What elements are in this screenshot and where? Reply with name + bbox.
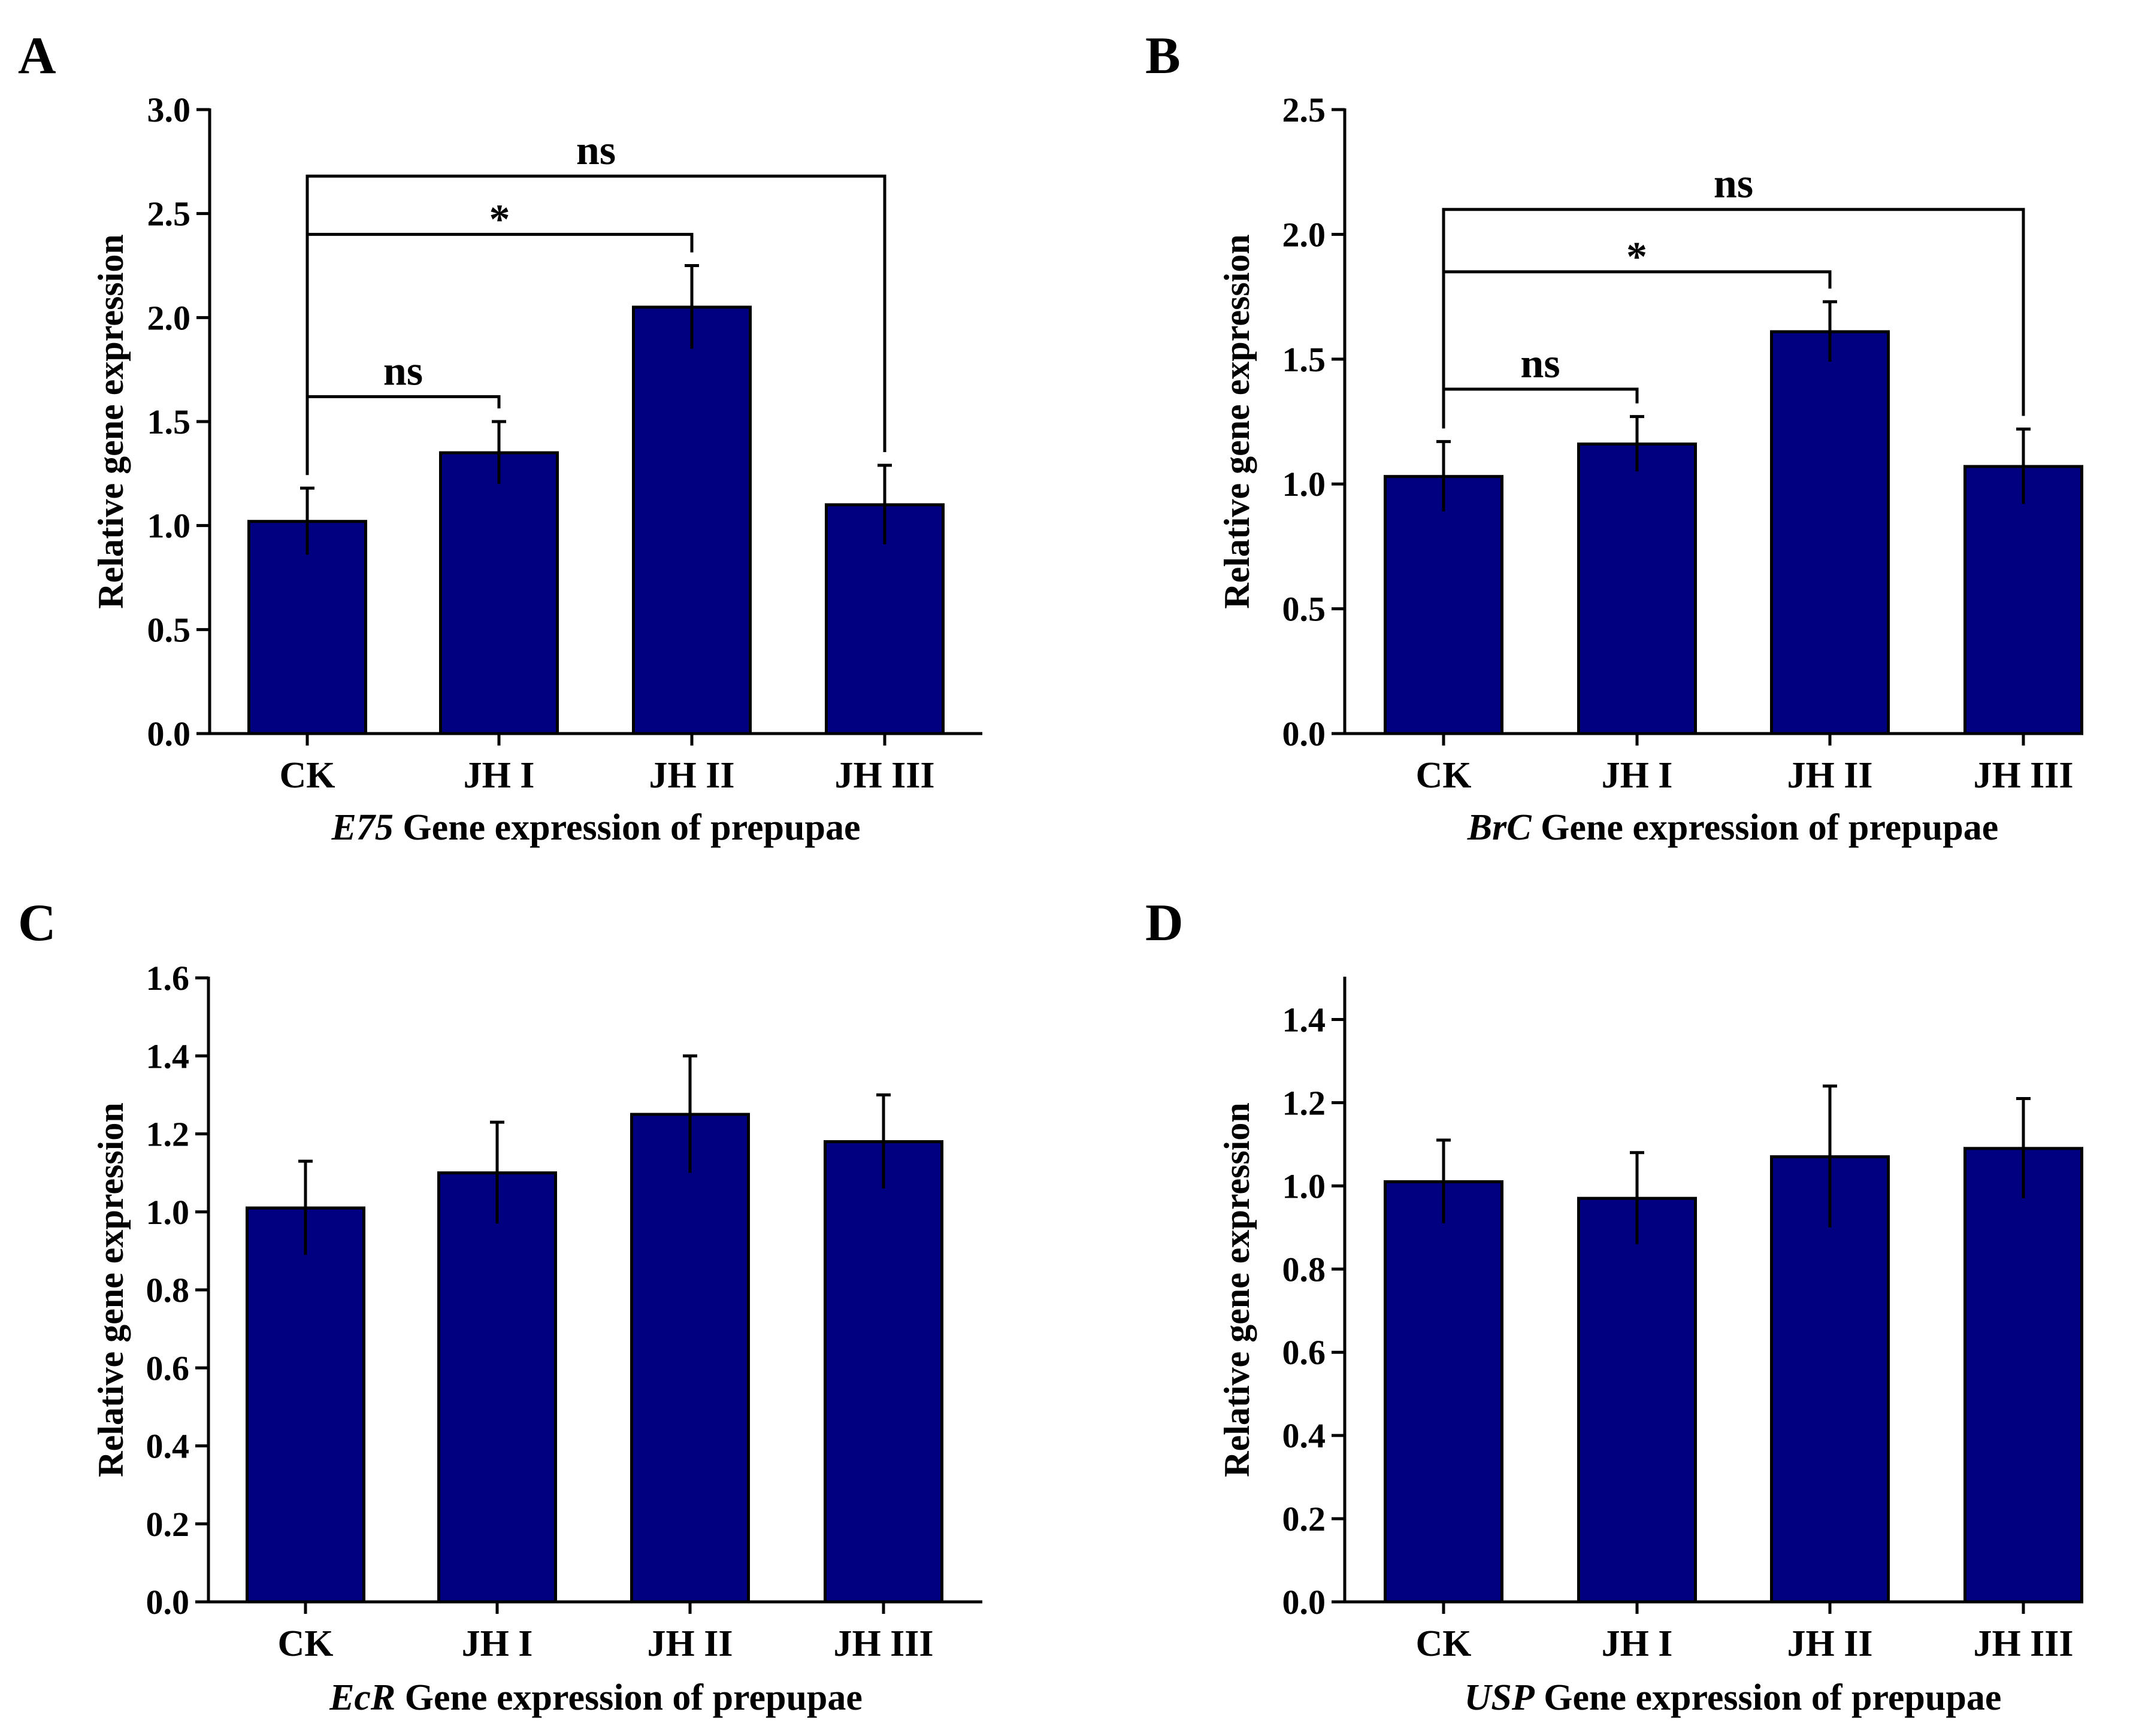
bar-ck — [1384, 475, 1503, 735]
y-tick-label: 0.0 — [146, 1583, 190, 1622]
y-tick-label: 2.5 — [147, 195, 191, 234]
x-axis-label: EcR Gene expression of prepupae — [329, 1677, 863, 1718]
category-label: JH II — [1787, 755, 1873, 796]
y-tick-label: 0.8 — [146, 1271, 190, 1310]
significance-label: * — [489, 196, 510, 243]
bar-jh-iii — [1963, 465, 2083, 735]
y-tick-label: 1.6 — [146, 959, 190, 998]
y-tick-label: 0.0 — [1282, 714, 1326, 753]
x-axis-label-text: Gene expression of prepupae — [1535, 1677, 2002, 1718]
significance-label: ns — [383, 348, 423, 394]
panel-d: D 0.0 0.2 0.4 0.6 0.8 1.0 1.2 1.4 CK JH I JH II JH I… — [1145, 894, 2083, 1718]
significance-label: ns — [1520, 341, 1560, 387]
y-tick-label: 1.4 — [146, 1037, 190, 1075]
bar-jh-ii — [632, 305, 752, 735]
bar-jh-i — [1577, 443, 1697, 735]
y-tick-label: 1.5 — [147, 402, 191, 441]
bar-ck — [1384, 1180, 1503, 1604]
x-axis-label: USP Gene expression of prepupae — [1465, 1677, 2002, 1718]
category-label: JH III — [833, 1623, 933, 1664]
bar-jh-i — [437, 1171, 557, 1604]
y-tick-label: 0.2 — [1282, 1499, 1326, 1538]
x-axis-label-text: Gene expression of prepupae — [395, 1677, 863, 1718]
y-tick-label: 3.0 — [147, 90, 191, 129]
y-tick-label: 0.2 — [146, 1505, 190, 1544]
panel-letter: D — [1145, 894, 1184, 952]
panel-letter: B — [1145, 27, 1181, 85]
y-tick-label: 2.0 — [147, 298, 191, 337]
bar-jh-iii — [1963, 1147, 2083, 1604]
significance-bracket — [1442, 208, 2025, 429]
y-axis-label: Relative gene expression — [91, 1102, 131, 1477]
y-tick-label: 1.0 — [147, 507, 191, 546]
bar-jh-ii — [630, 1113, 750, 1604]
y-tick-label: 0.4 — [146, 1427, 190, 1466]
panel-c: C 0.0 0.2 0.4 0.6 0.8 1.0 1.2 1.4 1.6 CK JH I JH II J… — [18, 894, 982, 1718]
x-axis-label-text: Gene expression of prepupae — [394, 807, 861, 848]
y-tick-label: 0.0 — [1282, 1583, 1326, 1622]
bar-jh-i — [1577, 1196, 1697, 1604]
category-label: JH I — [462, 1623, 533, 1664]
panel-a: A 0.0 0.5 1.0 1.5 2.0 2.5 3.0 CK JH I JH II JH III n… — [18, 27, 982, 848]
x-axis-label-text: Gene expression of prepupae — [1532, 807, 1999, 848]
y-tick-label: 2.5 — [1282, 90, 1326, 129]
panel-letter: A — [18, 27, 56, 85]
category-label: JH III — [834, 755, 934, 796]
category-label: CK — [278, 1623, 334, 1664]
y-tick-label: 0.6 — [1282, 1333, 1326, 1372]
y-tick-label: 2.0 — [1282, 215, 1326, 254]
y-tick-label: 0.5 — [147, 610, 191, 649]
y-tick-label: 0.4 — [1282, 1416, 1326, 1455]
bar-jh-iii — [824, 1140, 943, 1604]
panel-letter: C — [18, 894, 56, 952]
category-label: JH I — [1602, 1623, 1673, 1664]
significance-label: ns — [1714, 161, 1753, 207]
category-label: CK — [1416, 1623, 1472, 1664]
gene-name: E75 — [331, 807, 394, 848]
panel-b: B 0.0 0.5 1.0 1.5 2.0 2.5 CK JH I JH II JH III ns * n… — [1145, 27, 2083, 848]
category-label: JH III — [1973, 1623, 2073, 1664]
x-axis-label: E75 Gene expression of prepupae — [331, 807, 861, 848]
category-label: JH II — [649, 755, 735, 796]
category-label: CK — [1416, 755, 1472, 796]
y-tick-label: 1.4 — [1282, 1000, 1326, 1039]
y-axis-label: Relative gene expression — [1217, 1102, 1257, 1477]
y-tick-label: 1.2 — [1282, 1083, 1326, 1122]
y-tick-label: 1.5 — [1282, 340, 1326, 379]
x-axis-label: BrC Gene expression of prepupae — [1467, 807, 1998, 848]
y-tick-label: 0.5 — [1282, 590, 1326, 629]
y-axis-label: Relative gene expression — [91, 234, 131, 608]
gene-name: EcR — [329, 1677, 395, 1718]
y-tick-label: 1.2 — [146, 1115, 190, 1154]
y-tick-label: 0.0 — [147, 714, 191, 753]
gene-name: BrC — [1467, 807, 1532, 848]
gene-name: USP — [1465, 1677, 1535, 1718]
category-label: JH II — [1787, 1623, 1873, 1664]
category-label: JH I — [464, 755, 535, 796]
y-tick-label: 1.0 — [1282, 1167, 1326, 1205]
bar-ck — [247, 520, 367, 735]
bar-jh-ii — [1770, 330, 1890, 735]
y-tick-label: 1.0 — [146, 1193, 190, 1232]
y-tick-label: 0.6 — [146, 1349, 190, 1387]
bar-ck — [246, 1206, 365, 1604]
category-label: CK — [280, 755, 335, 796]
category-label: JH II — [648, 1623, 733, 1664]
y-tick-label: 1.0 — [1282, 465, 1326, 504]
significance-bracket — [305, 174, 887, 475]
significance-label: ns — [576, 128, 616, 174]
category-label: JH III — [1973, 755, 2073, 796]
y-axis-label: Relative gene expression — [1217, 234, 1257, 608]
category-label: JH I — [1602, 755, 1673, 796]
significance-label: * — [1626, 234, 1647, 280]
y-tick-label: 0.8 — [1282, 1250, 1326, 1289]
bar-jh-i — [439, 451, 559, 735]
